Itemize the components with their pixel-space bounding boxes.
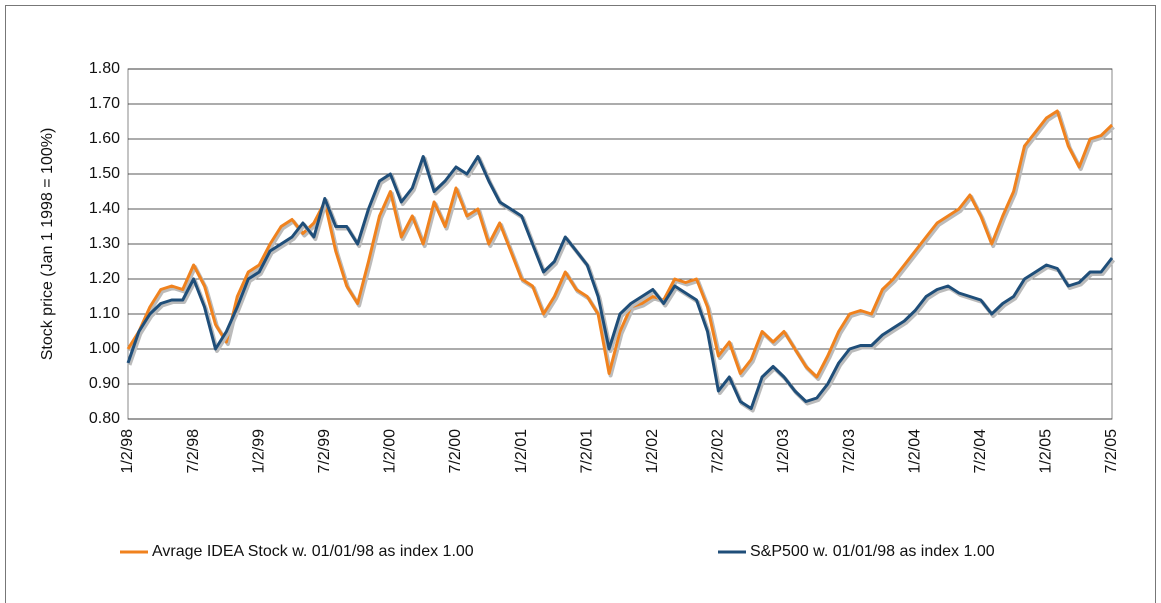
y-tick-label: 1.60 [89, 130, 120, 147]
x-tick-label: 7/2/02 [710, 429, 727, 474]
frame [5, 5, 1156, 603]
x-tick-label: 7/2/98 [185, 429, 202, 474]
legend-label: S&P500 w. 01/01/98 as index 1.00 [750, 543, 995, 560]
y-tick-label: 1.40 [89, 200, 120, 217]
y-tick-label: 0.80 [89, 410, 120, 427]
y-tick-label: 1.70 [89, 95, 120, 112]
x-tick-label: 1/2/03 [775, 429, 792, 474]
line-shadow [127, 156, 1116, 413]
series-line [126, 155, 1114, 410]
y-tick-label: 1.00 [89, 340, 120, 357]
x-tick-label: 1/2/00 [382, 429, 399, 474]
x-tick-label: 7/2/04 [972, 429, 989, 474]
y-tick-label: 0.90 [89, 375, 120, 392]
y-tick-label: 1.50 [89, 165, 120, 182]
y-tick-label: 1.20 [89, 270, 120, 287]
x-tick-label: 1/2/01 [513, 429, 530, 474]
x-tick-label: 1/2/05 [1038, 429, 1055, 474]
x-tick-label: 1/2/02 [644, 429, 661, 474]
x-tick-label: 7/2/05 [1103, 429, 1120, 474]
legend-label: Avrage IDEA Stock w. 01/01/98 as index 1… [152, 543, 474, 560]
x-tick-label: 7/2/99 [316, 429, 333, 474]
x-tick-label: 7/2/01 [578, 429, 595, 474]
y-tick-label: 1.80 [89, 60, 120, 77]
x-tick-label: 7/2/03 [841, 429, 858, 474]
y-tick-label: 1.10 [89, 305, 120, 322]
series-line [126, 109, 1114, 379]
x-tick-label: 1/2/99 [250, 429, 267, 474]
x-tick-label: 1/2/04 [906, 429, 923, 474]
x-tick-label: 1/2/98 [119, 429, 136, 474]
y-tick-label: 1.30 [89, 235, 120, 252]
x-tick-label: 7/2/00 [447, 429, 464, 474]
y-axis-label: Stock price (Jan 1 1998 = 100%) [39, 128, 56, 361]
